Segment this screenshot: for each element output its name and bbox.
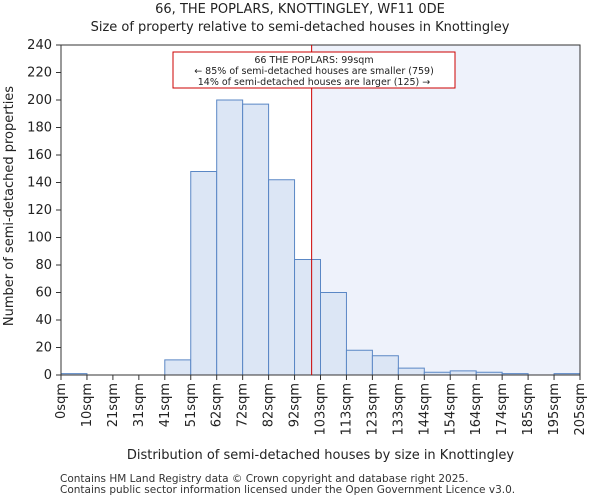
x-tick-label: 31sqm xyxy=(132,383,147,427)
footer-copyright: Contains HM Land Registry data © Crown c… xyxy=(60,473,469,485)
x-tick-label: 144sqm xyxy=(417,383,432,436)
chart-title: 66, THE POPLARS, KNOTTINGLEY, WF11 0DE xyxy=(155,2,445,17)
x-tick-label: 41sqm xyxy=(158,383,173,427)
x-tick-label: 205sqm xyxy=(573,383,588,436)
x-tick-label: 103sqm xyxy=(314,383,329,436)
histogram-bar xyxy=(320,292,347,376)
x-tick-label: 123sqm xyxy=(365,383,380,436)
histogram-bar xyxy=(268,179,296,376)
x-tick-label: 82sqm xyxy=(262,383,277,427)
x-tick-label: 185sqm xyxy=(521,383,536,436)
y-tick-label: 200 xyxy=(27,93,52,108)
y-tick-label: 140 xyxy=(27,176,52,191)
y-axis-label: Number of semi-detached properties xyxy=(2,86,17,326)
x-tick-label: 62sqm xyxy=(210,383,225,427)
larger-region-highlight xyxy=(311,45,580,375)
x-tick-label: 133sqm xyxy=(391,383,406,436)
y-tick-label: 160 xyxy=(27,148,52,163)
y-tick-label: 220 xyxy=(27,66,52,81)
x-tick-label: 0sqm xyxy=(54,383,69,419)
annotation-box xyxy=(172,51,456,89)
x-tick-label: 72sqm xyxy=(236,383,251,427)
chart-subtitle: Size of property relative to semi-detach… xyxy=(90,20,510,35)
annotation-line-2: ← 85% of semi-detached houses are smalle… xyxy=(194,66,434,77)
histogram-bar xyxy=(216,99,244,376)
footer-licence: Contains public sector information licen… xyxy=(60,484,516,496)
histogram-bar xyxy=(371,355,399,376)
y-tick-label: 100 xyxy=(27,231,52,246)
histogram-bar xyxy=(164,359,192,376)
x-tick-label: 195sqm xyxy=(547,383,562,436)
x-tick-label: 164sqm xyxy=(469,383,484,436)
histogram-bar xyxy=(449,370,477,376)
x-tick-label: 174sqm xyxy=(495,383,510,436)
y-tick-label: 20 xyxy=(35,341,52,356)
x-tick-label: 92sqm xyxy=(288,383,303,427)
y-tick-label: 0 xyxy=(44,368,52,383)
y-tick-label: 180 xyxy=(27,121,52,136)
x-tick-label: 154sqm xyxy=(443,383,458,436)
histogram-bar xyxy=(190,171,218,376)
y-tick-label: 40 xyxy=(35,313,52,328)
histogram-bar xyxy=(397,367,425,376)
x-tick-label: 51sqm xyxy=(184,383,199,427)
y-tick-label: 120 xyxy=(27,203,52,218)
y-tick-label: 240 xyxy=(27,38,52,53)
y-tick-label: 80 xyxy=(35,258,52,273)
x-tick-label: 10sqm xyxy=(80,383,95,427)
histogram-bar xyxy=(294,259,321,376)
histogram-bar xyxy=(345,349,373,376)
y-tick-label: 60 xyxy=(35,286,52,301)
annotation-line-3: 14% of semi-detached houses are larger (… xyxy=(198,77,431,88)
x-axis-label: Distribution of semi-detached houses by … xyxy=(127,448,515,463)
x-tick-label: 21sqm xyxy=(106,383,121,427)
x-tick-label: 113sqm xyxy=(339,383,354,436)
histogram-bar xyxy=(242,103,270,376)
annotation-line-1: 66 THE POPLARS: 99sqm xyxy=(254,55,373,66)
